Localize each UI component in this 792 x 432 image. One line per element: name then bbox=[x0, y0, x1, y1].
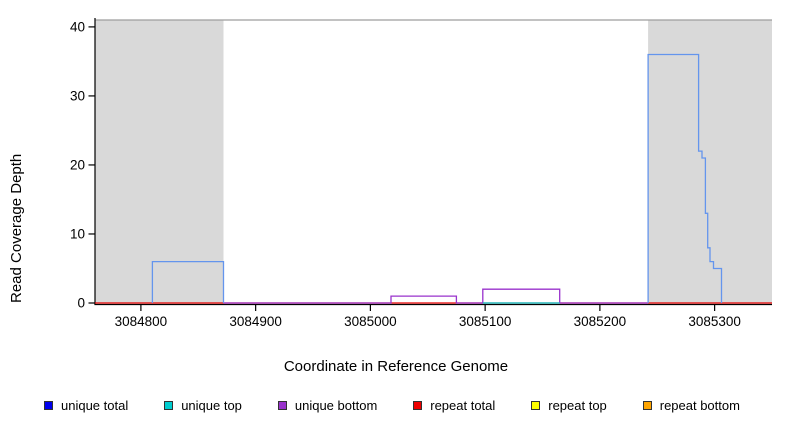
x-tick-label: 3085000 bbox=[344, 314, 397, 329]
x-tick-label: 3085100 bbox=[459, 314, 512, 329]
plot-area: 3084800 3084900 3085000 3085100 3085200 30853… bbox=[70, 18, 772, 329]
y-tick-label: 0 bbox=[77, 296, 85, 311]
legend-swatch-unique-top-icon bbox=[164, 401, 174, 410]
series-line-unique-total bbox=[151, 260, 225, 303]
legend-item-unique-total: unique total bbox=[44, 398, 128, 413]
legend-swatch-repeat-bottom-icon bbox=[642, 401, 652, 410]
legend: unique total unique top unique bottom re… bbox=[0, 398, 792, 413]
y-tick-label: 20 bbox=[70, 158, 85, 173]
x-tick-label: 3084900 bbox=[229, 314, 282, 329]
legend-item-unique-bottom: unique bottom bbox=[277, 398, 378, 413]
legend-swatch-unique-total-icon bbox=[44, 401, 53, 410]
x-axis-label: Coordinate in Reference Genome bbox=[283, 358, 509, 375]
legend-label: repeat total bbox=[430, 398, 496, 413]
x-tick-label: 3085300 bbox=[688, 314, 741, 329]
legend-item-repeat-bottom: repeat bottom bbox=[642, 398, 740, 413]
legend-swatch-unique-bottom-icon bbox=[277, 401, 287, 410]
series-line-unique-total-right-block bbox=[647, 53, 723, 303]
legend-label: unique total bbox=[61, 398, 129, 413]
legend-label: unique top bbox=[181, 398, 242, 413]
series-line-unique-bottom bbox=[223, 288, 649, 304]
legend-item-repeat-total: repeat total bbox=[413, 398, 495, 413]
y-axis-label: Read Coverage Depth bbox=[8, 153, 25, 303]
legend-label: repeat top bbox=[548, 398, 607, 413]
legend-swatch-repeat-top-icon bbox=[531, 401, 541, 410]
y-tick-label: 30 bbox=[70, 89, 85, 104]
x-tick-label: 3085200 bbox=[574, 314, 627, 329]
legend-item-unique-top: unique top bbox=[164, 398, 242, 413]
x-tick-label: 3084800 bbox=[115, 314, 168, 329]
legend-label: repeat bottom bbox=[659, 398, 740, 413]
y-tick-label: 10 bbox=[70, 227, 85, 242]
legend-item-repeat-top: repeat top bbox=[531, 398, 607, 413]
legend-swatch-repeat-total-icon bbox=[413, 401, 423, 410]
y-tick-label: 40 bbox=[70, 20, 85, 35]
mask-region bbox=[95, 20, 224, 303]
legend-label: unique bottom bbox=[294, 398, 378, 413]
